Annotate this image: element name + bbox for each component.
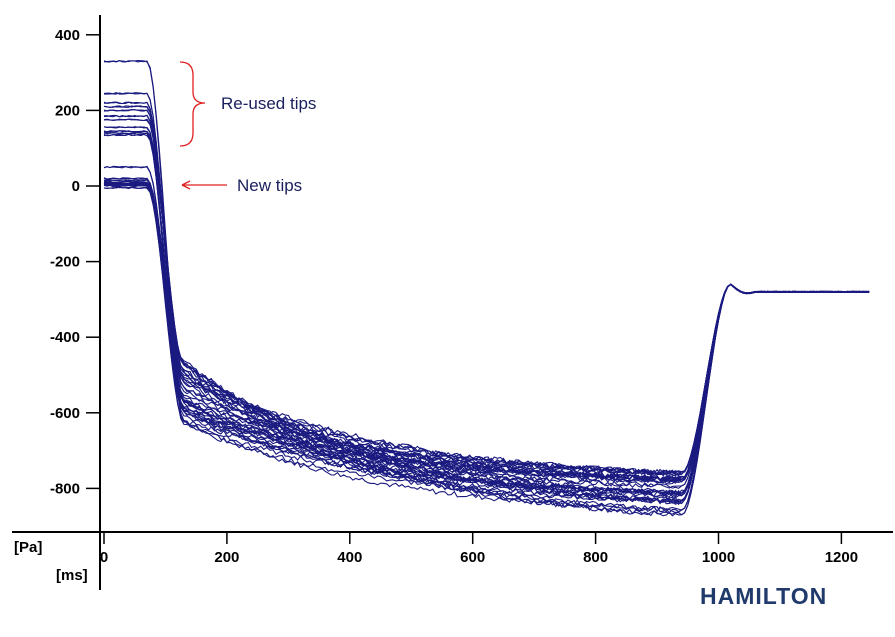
x-ticks: 0 200 400 600 800 1000 1200 <box>100 532 858 566</box>
pressure-curve <box>103 59 870 484</box>
y-ticks: 400 200 0 -200 -400 -600 -800 <box>50 27 100 497</box>
pressure-curve <box>103 181 870 496</box>
y-tick-label: -400 <box>50 329 80 346</box>
x-unit-label: [ms] <box>56 567 88 584</box>
pressure-curve <box>103 60 870 514</box>
hamilton-logo-text: HAMILTON <box>700 583 827 609</box>
pressure-curve <box>103 133 870 504</box>
pressure-curves <box>103 59 870 517</box>
new-tips-arrowhead <box>181 180 191 190</box>
y-tick-label: -200 <box>50 254 80 271</box>
x-tick-label: 0 <box>100 549 108 566</box>
y-tick-label: 0 <box>72 178 80 195</box>
x-tick-label: 400 <box>337 549 362 566</box>
pressure-curve <box>103 179 870 504</box>
pressure-curve <box>103 180 870 498</box>
pressure-curve <box>103 131 870 505</box>
pressure-curve <box>104 92 870 505</box>
x-tick-label: 1200 <box>825 549 858 566</box>
x-tick-label: 200 <box>214 549 239 566</box>
pressure-curve <box>103 186 870 476</box>
pressure-curve <box>103 184 870 499</box>
new-tips-label: New tips <box>237 176 302 195</box>
reused-tips-brace <box>179 61 206 147</box>
reused-tips-label: Re-used tips <box>221 94 316 113</box>
pressure-curve <box>103 101 870 498</box>
y-tick-label: 200 <box>55 102 80 119</box>
x-tick-label: 800 <box>583 549 608 566</box>
pressure-curve <box>103 126 870 496</box>
pressure-curve <box>103 114 870 505</box>
pressure-curve <box>103 165 870 476</box>
pressure-curve <box>103 186 870 495</box>
pressure-curve <box>103 177 870 489</box>
pressure-curve <box>103 182 870 485</box>
y-tick-label: 400 <box>55 27 80 44</box>
x-tick-label: 600 <box>460 549 485 566</box>
pressure-curve <box>103 118 870 503</box>
pressure-curve <box>103 130 870 489</box>
pressure-curve <box>103 166 870 497</box>
x-tick-label: 1000 <box>702 549 735 566</box>
pressure-curve <box>103 130 870 517</box>
pressure-curve <box>103 109 870 517</box>
pressure-curve <box>103 183 870 506</box>
hamilton-logo: HAMILTON <box>700 583 827 609</box>
y-tick-label: -800 <box>50 480 80 497</box>
y-unit-label: [Pa] <box>14 539 42 556</box>
y-tick-label: -600 <box>50 405 80 422</box>
pressure-curve <box>103 180 870 477</box>
axes <box>12 15 893 590</box>
